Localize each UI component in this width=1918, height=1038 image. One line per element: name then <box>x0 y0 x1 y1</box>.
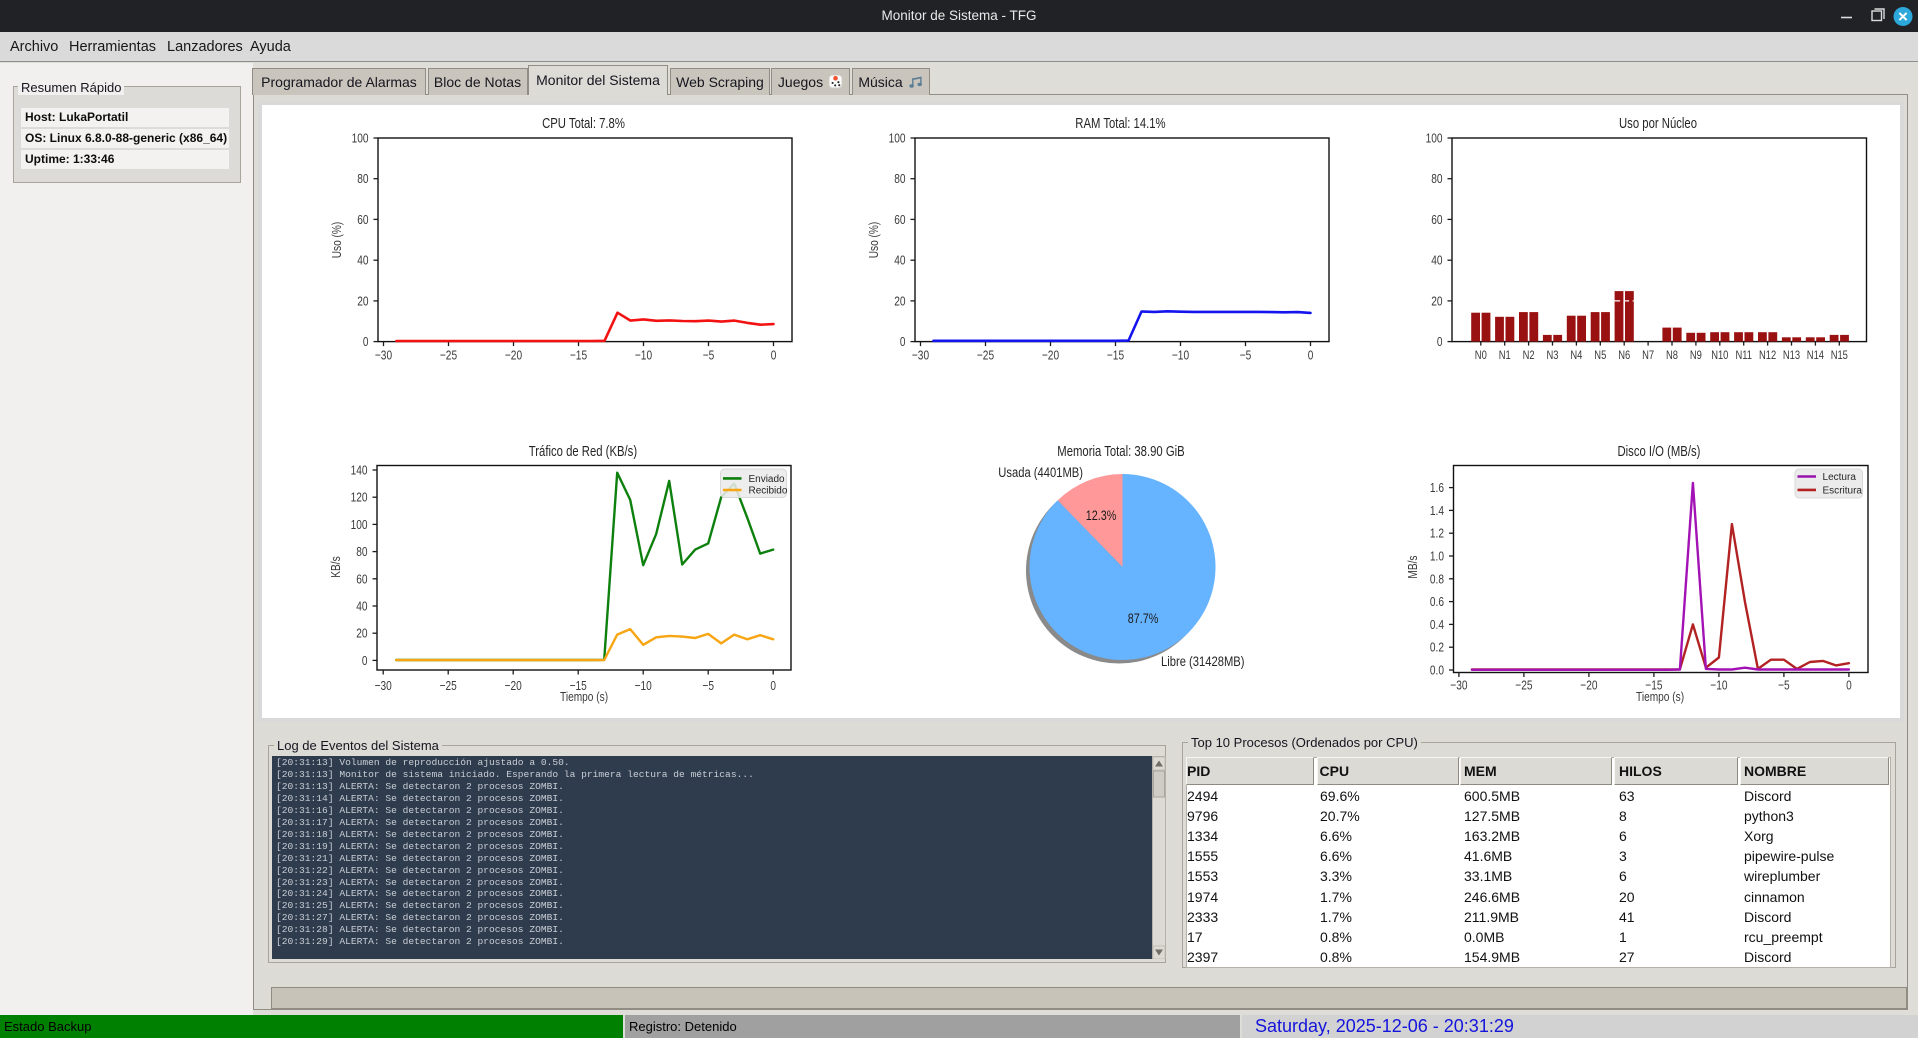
svg-text:−5: −5 <box>702 678 714 693</box>
svg-text:80: 80 <box>1431 171 1442 186</box>
svg-text:40: 40 <box>894 253 905 268</box>
svg-text:−15: −15 <box>1107 348 1124 363</box>
svg-text:0: 0 <box>771 348 777 363</box>
svg-text:40: 40 <box>1431 253 1442 268</box>
svg-text:0.8: 0.8 <box>1430 571 1444 586</box>
svg-text:−5: −5 <box>1240 348 1252 363</box>
svg-text:20: 20 <box>356 626 367 641</box>
svg-text:0: 0 <box>770 678 776 693</box>
svg-text:−30: −30 <box>375 348 392 363</box>
svg-text:Tiempo (s): Tiempo (s) <box>560 689 608 704</box>
svg-text:140: 140 <box>351 463 368 478</box>
svg-text:Recibido: Recibido <box>749 485 788 496</box>
svg-text:−20: −20 <box>505 678 522 693</box>
svg-text:0.6: 0.6 <box>1430 594 1444 609</box>
svg-text:CPU Total: 7.8%: CPU Total: 7.8% <box>542 116 625 132</box>
svg-text:0: 0 <box>1437 334 1443 349</box>
svg-text:N0: N0 <box>1475 348 1487 362</box>
svg-text:60: 60 <box>356 571 367 586</box>
svg-text:Uso (%): Uso (%) <box>329 222 344 259</box>
svg-text:Memoria Total: 38.90 GiB: Memoria Total: 38.90 GiB <box>1057 444 1184 460</box>
svg-text:80: 80 <box>356 544 367 559</box>
svg-text:1.2: 1.2 <box>1430 526 1444 541</box>
svg-text:KB/s: KB/s <box>328 556 343 578</box>
svg-text:100: 100 <box>889 131 906 146</box>
svg-text:80: 80 <box>894 171 905 186</box>
svg-text:−25: −25 <box>440 348 457 363</box>
svg-text:0.4: 0.4 <box>1430 617 1444 632</box>
svg-text:60: 60 <box>357 212 368 227</box>
svg-text:N9: N9 <box>1690 348 1702 362</box>
svg-text:−5: −5 <box>703 348 715 363</box>
svg-text:20: 20 <box>357 293 368 308</box>
svg-text:−30: −30 <box>1450 678 1467 693</box>
svg-text:−15: −15 <box>570 348 587 363</box>
svg-text:80: 80 <box>357 171 368 186</box>
svg-text:N4: N4 <box>1570 348 1582 362</box>
svg-text:−20: −20 <box>1042 348 1059 363</box>
svg-text:N7: N7 <box>1642 348 1654 362</box>
svg-text:0.2: 0.2 <box>1430 640 1444 655</box>
svg-text:Disco I/O (MB/s): Disco I/O (MB/s) <box>1618 444 1701 460</box>
svg-text:N6: N6 <box>1618 348 1630 362</box>
svg-text:Libre (31428MB): Libre (31428MB) <box>1161 654 1245 669</box>
svg-text:−15: −15 <box>1645 678 1662 693</box>
svg-text:−25: −25 <box>440 678 457 693</box>
svg-text:Usada (4401MB): Usada (4401MB) <box>998 465 1083 480</box>
svg-text:−15: −15 <box>570 678 587 693</box>
svg-text:−10: −10 <box>635 348 652 363</box>
svg-text:−25: −25 <box>977 348 994 363</box>
svg-text:87.7%: 87.7% <box>1128 611 1159 626</box>
svg-text:−10: −10 <box>635 678 652 693</box>
svg-text:0.0: 0.0 <box>1430 663 1444 678</box>
svg-text:N14: N14 <box>1807 348 1824 362</box>
svg-text:N3: N3 <box>1547 348 1559 362</box>
svg-text:N1: N1 <box>1499 348 1511 362</box>
svg-text:N5: N5 <box>1594 348 1606 362</box>
svg-text:1.0: 1.0 <box>1430 549 1444 564</box>
svg-text:0: 0 <box>363 334 369 349</box>
svg-text:1.6: 1.6 <box>1430 480 1444 495</box>
svg-text:20: 20 <box>1431 293 1442 308</box>
svg-text:−25: −25 <box>1515 678 1532 693</box>
svg-text:RAM Total: 14.1%: RAM Total: 14.1% <box>1075 116 1165 132</box>
svg-text:Uso por Núcleo: Uso por Núcleo <box>1619 116 1697 132</box>
svg-text:N10: N10 <box>1711 348 1728 362</box>
svg-text:0: 0 <box>362 653 368 668</box>
svg-text:60: 60 <box>894 212 905 227</box>
svg-text:Tiempo (s): Tiempo (s) <box>1636 689 1684 704</box>
svg-text:0: 0 <box>1308 348 1314 363</box>
svg-text:−30: −30 <box>912 348 929 363</box>
svg-text:MB/s: MB/s <box>1405 555 1420 578</box>
svg-text:1.4: 1.4 <box>1430 503 1444 518</box>
svg-text:100: 100 <box>351 517 368 532</box>
svg-text:N8: N8 <box>1666 348 1678 362</box>
svg-text:Tráfico de Red (KB/s): Tráfico de Red (KB/s) <box>529 444 637 460</box>
svg-text:Uso (%): Uso (%) <box>866 222 881 259</box>
svg-text:−10: −10 <box>1172 348 1189 363</box>
svg-text:0: 0 <box>900 334 906 349</box>
svg-text:−20: −20 <box>505 348 522 363</box>
svg-text:Enviado: Enviado <box>749 474 786 485</box>
svg-text:120: 120 <box>351 490 368 505</box>
svg-text:0: 0 <box>1846 678 1852 693</box>
svg-text:20: 20 <box>894 293 905 308</box>
svg-text:60: 60 <box>1431 212 1442 227</box>
svg-text:100: 100 <box>352 131 369 146</box>
svg-text:100: 100 <box>1426 131 1443 146</box>
svg-text:N15: N15 <box>1831 348 1848 362</box>
svg-text:−5: −5 <box>1778 678 1790 693</box>
svg-text:40: 40 <box>357 253 368 268</box>
svg-text:−10: −10 <box>1710 678 1727 693</box>
svg-text:−30: −30 <box>375 678 392 693</box>
svg-text:Escritura: Escritura <box>1823 485 1863 496</box>
svg-text:Lectura: Lectura <box>1823 472 1857 483</box>
svg-text:N12: N12 <box>1759 348 1776 362</box>
svg-text:N11: N11 <box>1736 348 1753 362</box>
svg-text:−20: −20 <box>1580 678 1597 693</box>
svg-text:N2: N2 <box>1523 348 1535 362</box>
svg-text:N13: N13 <box>1783 348 1800 362</box>
svg-text:40: 40 <box>356 599 367 614</box>
svg-text:12.3%: 12.3% <box>1086 508 1117 523</box>
